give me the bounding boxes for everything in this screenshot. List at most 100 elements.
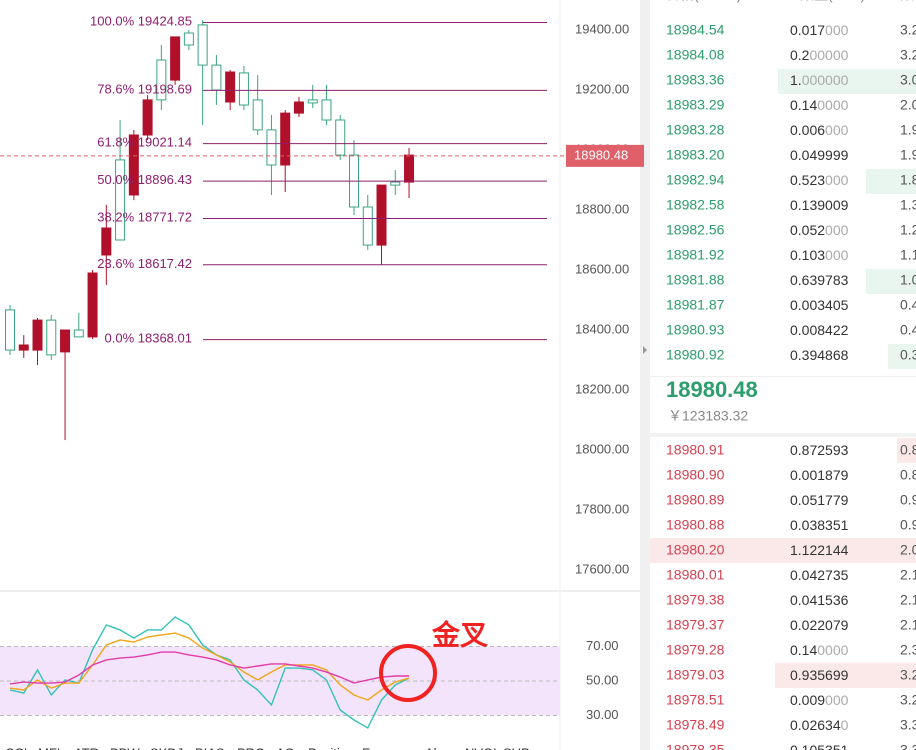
- fib-price: 18368.01: [138, 331, 192, 346]
- y-tick-label: 18200.00: [575, 381, 629, 396]
- ob-price[interactable]: 18982.58: [666, 197, 725, 213]
- ob-total: 1.9: [900, 147, 916, 163]
- splitter-arrow: [643, 346, 647, 354]
- ob-price[interactable]: 18979.37: [666, 617, 725, 633]
- indicator-tab[interactable]: AO: [276, 745, 295, 750]
- indicator-tab[interactable]: BIAS: [195, 745, 225, 750]
- indicator-tab[interactable]: MFI: [38, 745, 60, 750]
- ob-price[interactable]: 18980.88: [666, 517, 725, 533]
- ob-price[interactable]: 18980.93: [666, 322, 725, 338]
- ob-total: 3.2: [900, 22, 916, 38]
- indicator-tab[interactable]: Fear: [362, 745, 389, 750]
- indicator-tab[interactable]: CCI: [5, 745, 27, 750]
- ob-price[interactable]: 18978.51: [666, 692, 725, 708]
- candle-body: [115, 159, 126, 241]
- fib-label: 0.0% 18368.01: [105, 331, 193, 346]
- ob-price[interactable]: 18984.54: [666, 22, 725, 38]
- ob-price[interactable]: 18980.01: [666, 567, 725, 583]
- last-price-cny: ￥123183.32: [668, 408, 748, 424]
- indicator-tab[interactable]: SUP: [503, 745, 530, 750]
- ob-price[interactable]: 18979.03: [666, 667, 725, 683]
- candle-body: [238, 72, 249, 106]
- y-tick-label: 18400.00: [575, 321, 629, 336]
- indicator-tab[interactable]: PRO: [237, 745, 265, 750]
- ob-qty: 0.038351: [790, 517, 849, 533]
- ob-total: 2.0: [900, 542, 916, 558]
- ob-total: 0.9: [900, 517, 916, 533]
- ob-total: 3.2: [900, 47, 916, 63]
- fib-ratio: 78.6%: [97, 82, 134, 97]
- ob-total: 1.8: [900, 172, 916, 188]
- ob-qty: 0.049999: [790, 147, 849, 163]
- y-tick-label: 18600.00: [575, 261, 629, 276]
- annotation: 金叉: [431, 618, 488, 650]
- ob-total: 3.2: [900, 692, 916, 708]
- ob-qty: 1.000000: [790, 72, 849, 88]
- ob-price[interactable]: 18980.90: [666, 467, 725, 483]
- candle-body: [18, 344, 29, 351]
- fib-label: 38.2% 18771.72: [97, 210, 192, 225]
- ob-qty: 0.872593: [790, 442, 849, 458]
- ob-total: 1.3: [900, 197, 916, 213]
- ob-price[interactable]: 18980.20: [666, 542, 725, 558]
- depth-bar: [888, 344, 916, 369]
- ob-total: 3.0: [900, 72, 916, 88]
- ob-qty: 0.008422: [790, 322, 849, 338]
- ob-price[interactable]: 18981.92: [666, 247, 725, 263]
- fib-label: 23.6% 18617.42: [97, 256, 192, 271]
- ob-price[interactable]: 18982.56: [666, 222, 725, 238]
- y-tick-label: 17800.00: [575, 501, 629, 516]
- ob-price[interactable]: 18980.92: [666, 347, 725, 363]
- candle-body: [211, 64, 222, 91]
- ob-price[interactable]: 18978.49: [666, 717, 725, 733]
- ob-qty: 0.051779: [790, 492, 849, 508]
- indicator-tab[interactable]: Positive: [308, 745, 354, 750]
- indicator-tab[interactable]: ATR: [74, 745, 99, 750]
- candle-body: [307, 99, 318, 104]
- indicator-line: [9, 632, 410, 701]
- candle-body: [156, 59, 167, 101]
- ob-price[interactable]: 18981.88: [666, 272, 725, 288]
- ob-price[interactable]: 18980.89: [666, 492, 725, 508]
- ob-price[interactable]: 18983.36: [666, 72, 725, 88]
- indicator-tab[interactable]: BBW: [110, 745, 140, 750]
- indicator-tab[interactable]: SKDJ: [150, 745, 183, 750]
- candle-body: [46, 319, 57, 356]
- ob-qty: 0.009000: [790, 692, 849, 708]
- ob-qty: 0.026340: [790, 717, 849, 733]
- indicator-tick-label: 30.00: [586, 707, 619, 722]
- ob-price[interactable]: 18980.91: [666, 442, 725, 458]
- depth-bar: [775, 663, 916, 688]
- ob-price[interactable]: 18983.29: [666, 97, 725, 113]
- candle-body: [293, 101, 304, 114]
- ob-qty: 0.041536: [790, 592, 849, 608]
- ob-qty: 0.105351: [790, 742, 849, 750]
- last-price: 18980.48: [666, 377, 758, 402]
- separator: [650, 376, 916, 377]
- ob-price[interactable]: 18982.94: [666, 172, 725, 188]
- candle-body: [335, 119, 346, 156]
- ob-total: 1.1: [900, 247, 916, 263]
- ob-total: 0.3: [900, 347, 916, 363]
- ob-price[interactable]: 18979.28: [666, 642, 725, 658]
- ob-header: 数: [900, 0, 914, 3]
- ob-price[interactable]: 18984.08: [666, 47, 725, 63]
- ob-price[interactable]: 18978.35: [666, 742, 725, 750]
- ob-price[interactable]: 18983.28: [666, 122, 725, 138]
- fib-ratio: 0.0%: [105, 331, 135, 346]
- indicator-tab[interactable]: NVOL: [465, 745, 500, 750]
- y-tick-label: 17600.00: [575, 561, 629, 576]
- ob-qty: 0.140000: [790, 97, 849, 113]
- ob-price[interactable]: 18983.20: [666, 147, 725, 163]
- ob-total: 1.9: [900, 122, 916, 138]
- candle-body: [197, 24, 208, 66]
- indicator-tab[interactable]: Al: [425, 745, 437, 750]
- depth-bar: [778, 69, 916, 94]
- ob-price[interactable]: 18979.38: [666, 592, 725, 608]
- splitter[interactable]: [640, 0, 650, 750]
- ob-price[interactable]: 18981.87: [666, 297, 725, 313]
- ob-qty: 0.022079: [790, 617, 849, 633]
